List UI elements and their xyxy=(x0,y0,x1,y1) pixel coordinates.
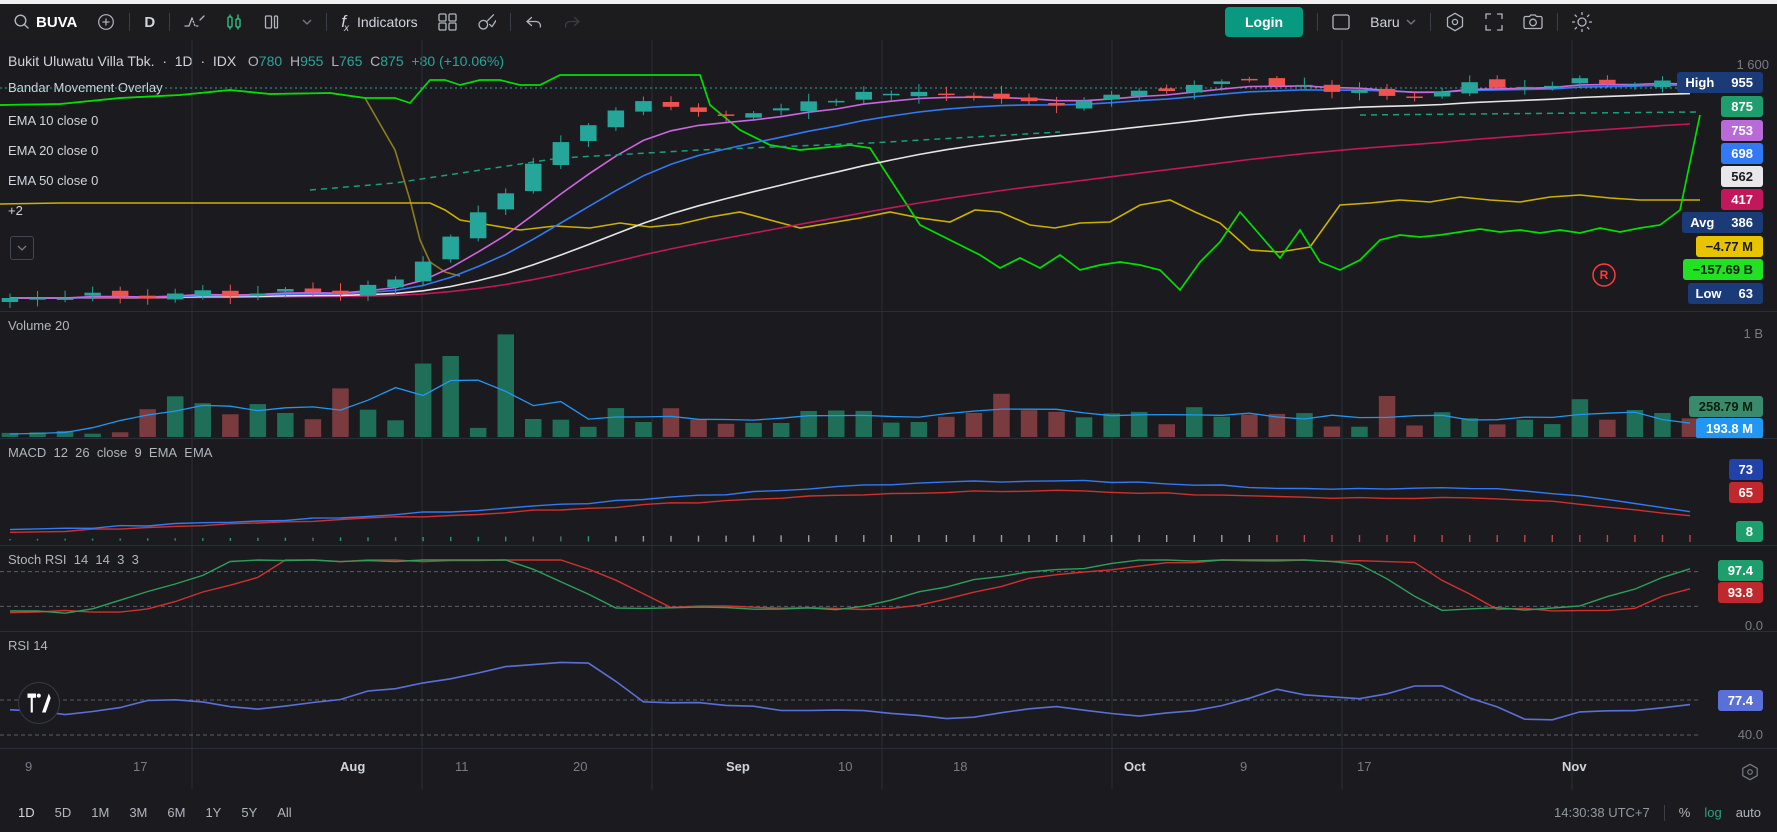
svg-text:R: R xyxy=(1600,268,1609,282)
